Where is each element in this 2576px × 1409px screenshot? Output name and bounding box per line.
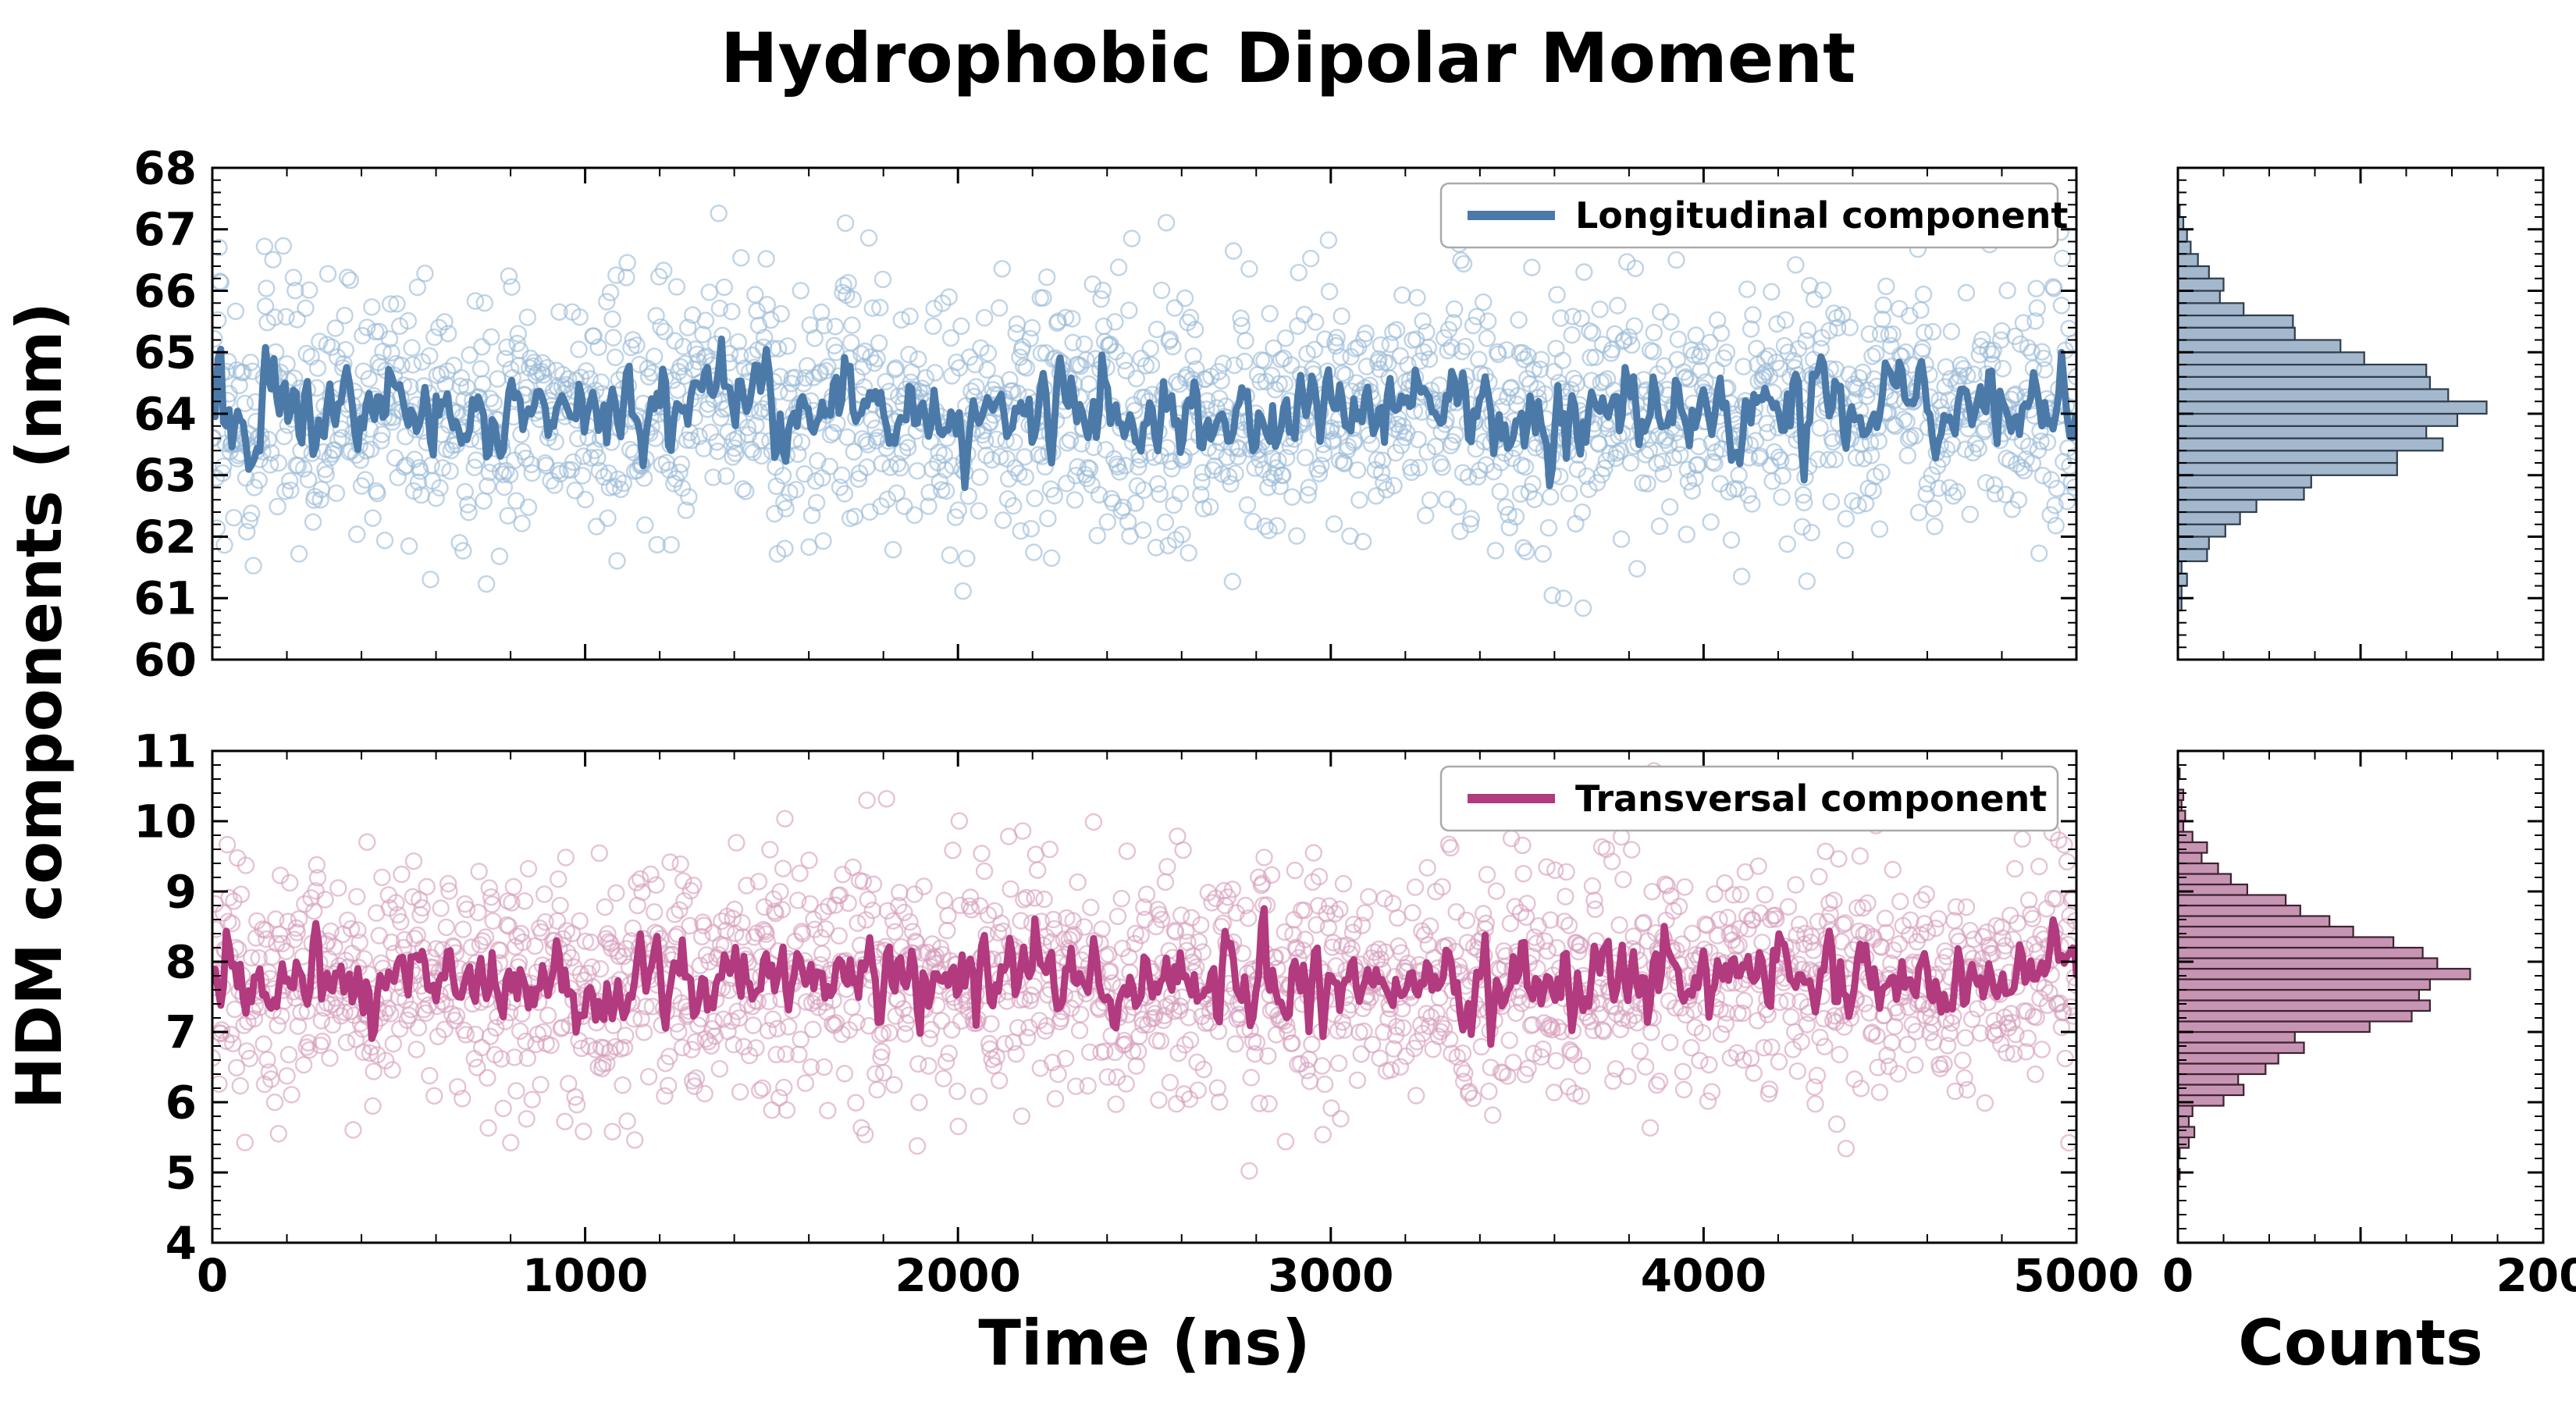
y-axis-label: HDM components (nm)	[3, 302, 76, 1109]
y-tick-label: 6	[165, 1076, 197, 1129]
y-tick-label: 67	[133, 203, 197, 256]
y-tick-label: 10	[133, 795, 197, 848]
legend-longitudinal	[1439, 182, 2059, 249]
y-tick-label: 66	[133, 265, 197, 318]
axes-main-panel-1: 0 1000 2000 3000 4000 5000 4 5 6 7 8 9 10 11	[133, 724, 2139, 1302]
mean-line-longitudinal	[212, 335, 2076, 492]
x-tick-label: 3000	[1268, 1249, 1393, 1302]
counts-tick-label: 0	[2162, 1249, 2194, 1302]
counts-axis-label: Counts	[2238, 1307, 2482, 1379]
y-tick-label: 65	[133, 326, 197, 379]
legend-label-longitudinal: Longitudinal component	[1575, 194, 2068, 237]
y-tick-label: 62	[133, 511, 197, 564]
histogram-longitudinal	[2176, 204, 2488, 612]
axes-hist-panel-0	[2176, 166, 2545, 661]
legend-label-transversal: Transversal component	[1575, 777, 2047, 820]
x-tick-label: 1000	[522, 1249, 648, 1302]
y-tick-label: 7	[165, 1005, 197, 1059]
x-axis-label: Time (ns)	[978, 1307, 1310, 1379]
x-tick-label: 0	[197, 1249, 228, 1302]
mean-line-transversal	[212, 905, 2076, 1048]
y-tick-label: 63	[133, 449, 197, 502]
y-tick-label: 8	[165, 935, 197, 988]
y-tick-label: 68	[133, 141, 197, 194]
y-tick-label: 64	[133, 387, 197, 440]
y-tick-label: 61	[133, 572, 197, 625]
y-tick-label: 9	[165, 865, 197, 918]
axes-hist-panel-1: 0 200	[2162, 749, 2576, 1302]
axes-main-panel-0: 60 61 62 63 64 65 66 67 68	[133, 141, 2078, 686]
chart-title: Hydrophobic Dipolar Moment	[720, 18, 1856, 98]
legend-transversal	[1439, 765, 2059, 832]
x-tick-label: 4000	[1641, 1249, 1767, 1302]
x-tick-label: 2000	[895, 1249, 1020, 1302]
counts-tick-label: 200	[2496, 1249, 2576, 1302]
y-tick-label: 5	[165, 1146, 197, 1199]
y-tick-label: 11	[133, 724, 197, 777]
x-tick-label: 5000	[2013, 1249, 2139, 1302]
y-tick-label: 60	[133, 633, 197, 686]
y-tick-label: 4	[165, 1216, 197, 1269]
